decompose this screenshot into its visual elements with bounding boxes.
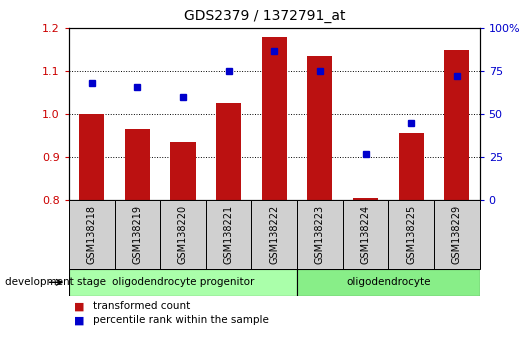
FancyBboxPatch shape [297, 200, 343, 269]
Text: oligodendrocyte progenitor: oligodendrocyte progenitor [112, 277, 254, 287]
Text: percentile rank within the sample: percentile rank within the sample [93, 315, 269, 325]
Text: GSM138219: GSM138219 [132, 205, 143, 264]
Text: GSM138223: GSM138223 [315, 205, 325, 264]
FancyBboxPatch shape [343, 200, 388, 269]
FancyBboxPatch shape [434, 200, 480, 269]
Text: oligodendrocyte: oligodendrocyte [346, 277, 430, 287]
Text: development stage: development stage [5, 277, 107, 287]
Bar [444, 50, 470, 200]
Text: GDS2379 / 1372791_at: GDS2379 / 1372791_at [184, 9, 346, 23]
Bar [216, 103, 241, 200]
Bar [79, 114, 104, 200]
Text: GSM138224: GSM138224 [360, 205, 370, 264]
FancyBboxPatch shape [297, 269, 480, 296]
FancyBboxPatch shape [69, 269, 297, 296]
Text: GSM138218: GSM138218 [87, 205, 96, 264]
Text: ■: ■ [74, 301, 85, 311]
Bar [262, 37, 287, 200]
Bar [307, 56, 332, 200]
FancyBboxPatch shape [114, 200, 160, 269]
FancyBboxPatch shape [69, 200, 114, 269]
FancyBboxPatch shape [251, 200, 297, 269]
Text: GSM138222: GSM138222 [269, 205, 279, 264]
Bar [399, 133, 424, 200]
Bar [125, 129, 150, 200]
Text: GSM138221: GSM138221 [224, 205, 234, 264]
Text: ■: ■ [74, 315, 85, 325]
Text: GSM138220: GSM138220 [178, 205, 188, 264]
FancyBboxPatch shape [160, 200, 206, 269]
Text: GSM138229: GSM138229 [452, 205, 462, 264]
Text: transformed count: transformed count [93, 301, 190, 311]
Bar [353, 198, 378, 200]
FancyBboxPatch shape [206, 200, 251, 269]
Bar [171, 142, 196, 200]
Text: GSM138225: GSM138225 [406, 205, 416, 264]
FancyBboxPatch shape [388, 200, 434, 269]
